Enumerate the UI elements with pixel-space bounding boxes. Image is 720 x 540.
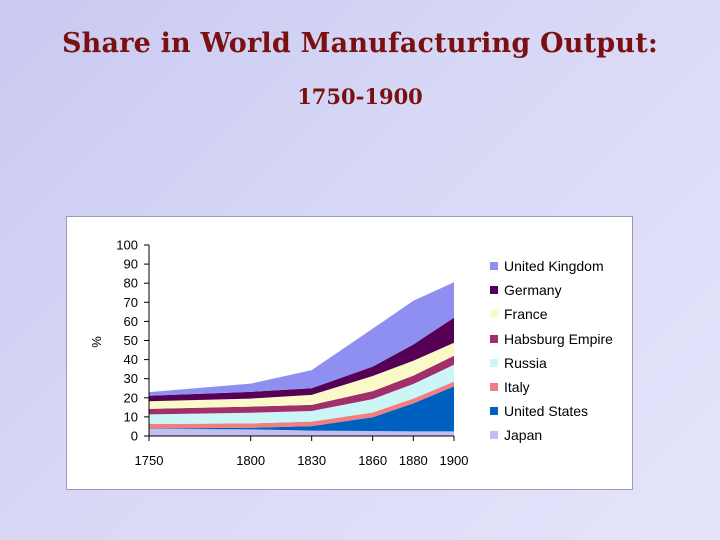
legend-item: United States [490,403,588,419]
legend-label: Japan [504,427,543,444]
legend-swatch [490,407,498,416]
legend-item: United Kingdom [490,258,604,274]
slide-title: Share in World Manufacturing Output: [61,28,659,59]
x-tick-label: 1880 [399,453,428,468]
area-series-japan [149,428,454,436]
legend-label: Italy [504,379,530,395]
y-tick-label: 50 [124,333,138,348]
y-tick-label: 70 [124,295,138,310]
x-tick-label: 1860 [358,453,387,468]
legend-item: France [490,306,548,322]
area-series-russia [149,364,454,424]
legend-swatch [490,431,498,440]
legend-item: Japan [490,427,542,443]
legend-swatch [490,383,498,391]
legend-item: Russia [490,355,547,371]
x-tick-label: 1830 [297,453,326,468]
legend-label: Germany [504,282,562,299]
area-series-france [149,342,454,409]
y-tick-label: 20 [124,390,138,405]
y-tick-label: 0 [131,429,138,444]
chart-axes: 0 10 20 30 40 50 60 70 80 90 100 1750 1800 1830 1860 18… [116,238,468,469]
legend-swatch [490,334,498,343]
legend-item: Habsburg Empire [490,331,613,347]
area-series-united-kingdom [149,282,454,396]
y-tick-label: 100 [116,238,138,253]
legend-swatch [490,358,498,367]
y-tick-label: 30 [124,371,138,386]
legend-label: United States [504,403,589,420]
legend-swatch [490,310,498,319]
y-tick-label: 90 [124,257,138,272]
x-tick-label: 1800 [236,453,265,468]
legend-swatch [490,262,498,270]
legend-label: France [504,306,548,323]
y-tick-label: 10 [124,409,138,424]
x-tick-label: 1900 [440,453,469,468]
legend-label: Habsburg Empire [504,330,613,347]
x-tick-label: 1750 [135,453,164,468]
area-series-united-states [149,386,454,432]
slide-subtitle: 1750-1900 [297,84,423,109]
legend-item: Italy [490,379,530,395]
y-axis-label: % [89,336,104,348]
y-tick-label: 80 [124,276,138,291]
area-series-habsburg-empire [149,355,454,415]
y-tick-label: 60 [124,314,138,329]
area-series-germany [149,317,454,402]
chart-areas [149,282,454,436]
legend-item: Germany [490,282,562,298]
legend-label: Russia [504,354,547,371]
legend-label: United Kingdom [504,258,604,274]
y-tick-label: 40 [124,352,138,367]
area-series-italy [149,381,454,429]
legend-swatch [490,286,498,295]
